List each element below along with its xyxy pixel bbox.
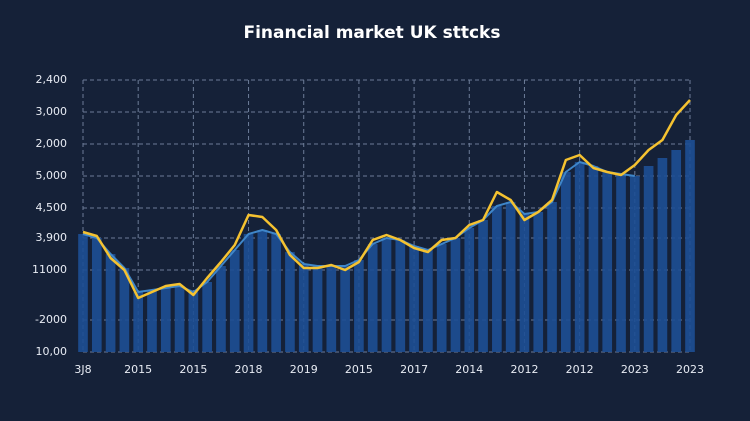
bar [91,238,102,352]
x-tick-label: 2017 [400,363,428,376]
bar [271,234,281,352]
y-tick-label: 3,900 [36,231,68,244]
bar [147,290,157,352]
chart-title: Financial market UK sttcks [243,23,500,43]
bar [367,244,378,352]
y-tick-label: 4,500 [36,201,68,214]
bar [202,282,212,352]
x-tick-label: 2023 [676,363,704,376]
bar [298,264,309,352]
bar [533,212,544,352]
x-tick-label: 2019 [290,363,318,376]
bar [381,238,392,352]
bar [188,292,199,352]
x-tick-label: 2012 [566,363,594,376]
bar [354,260,364,352]
bar [257,230,268,352]
bar [409,246,419,352]
bar [629,176,640,352]
bar [436,244,447,352]
y-tick-label: -2000 [35,313,67,326]
x-tick-label: 2015 [179,363,207,376]
y-tick-label: 5,000 [36,169,68,182]
bar [340,266,350,352]
bar [478,220,488,352]
bar [78,234,88,352]
x-tick-label: 2015 [345,363,373,376]
bar [105,254,116,352]
y-tick-label: 11000 [32,263,67,276]
bar [616,174,626,352]
bar [547,202,557,352]
bar [229,250,240,352]
bar [312,266,323,352]
bar [119,268,130,352]
bar [423,250,433,352]
bar [602,172,613,352]
bar [519,214,530,352]
bar [395,240,406,352]
bar [685,140,695,352]
y-tick-label: 10,00 [36,345,68,358]
line [82,99,691,300]
bar [464,228,475,352]
x-tick-label: 2012 [510,363,538,376]
bar [671,150,682,352]
y-tick-label: 2,400 [36,73,68,86]
bar [657,158,668,352]
bar [588,166,599,352]
bar [133,292,144,352]
bar [492,206,502,352]
y-tick-label: 2,000 [36,137,68,150]
bar [243,234,254,352]
x-tick-label: 3J8 [74,363,91,376]
bar [643,166,654,352]
bar [450,238,461,352]
x-tick-label: 2015 [124,363,152,376]
bar [174,286,185,352]
bar [160,288,171,352]
bar [505,202,516,352]
bar [285,252,295,352]
bar [574,162,585,352]
bar [216,266,226,352]
x-tick-label: 2018 [235,363,263,376]
bar [326,266,337,352]
x-tick-label: 2014 [455,363,483,376]
y-tick-label: 3,000 [36,105,68,118]
x-tick-label: 2023 [621,363,649,376]
bar [561,172,571,352]
